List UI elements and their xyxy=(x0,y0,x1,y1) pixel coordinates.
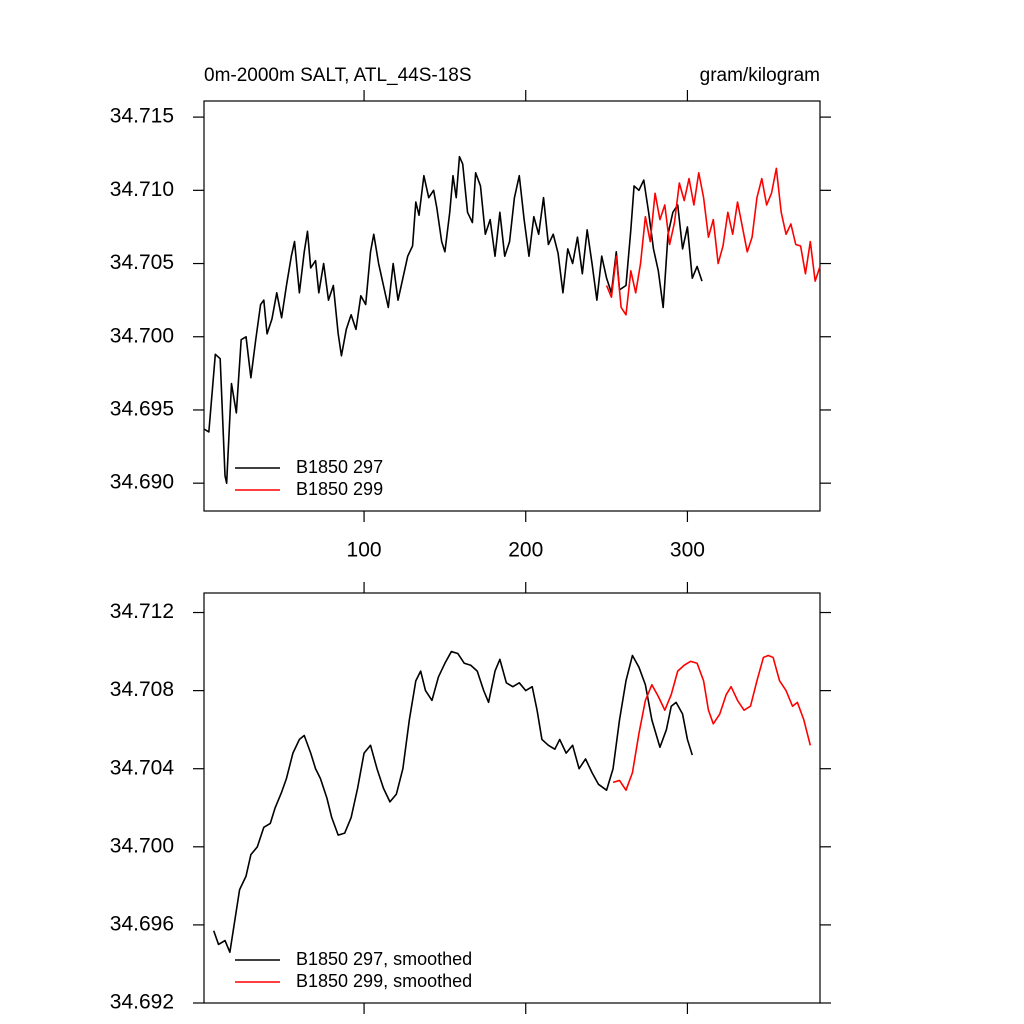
y-tick-label: 34.708 xyxy=(110,678,174,701)
y-tick-label: 34.710 xyxy=(110,178,174,201)
legend-label: B1850 297 xyxy=(296,457,383,477)
y-tick-label: 34.700 xyxy=(110,324,174,347)
x-tick-label: 100 xyxy=(347,539,382,562)
y-tick-label: 34.695 xyxy=(110,398,174,421)
y-tick-label: 34.690 xyxy=(110,471,174,494)
series-line xyxy=(212,650,694,954)
plot-frame xyxy=(203,592,821,1004)
units-label: gram/kilogram xyxy=(700,65,820,86)
series-line xyxy=(203,155,703,484)
series-line xyxy=(605,167,821,316)
y-tick-label: 34.712 xyxy=(110,600,174,623)
plot-frame xyxy=(203,100,821,512)
y-tick-label: 34.692 xyxy=(110,991,174,1014)
x-tick-label: 300 xyxy=(670,539,705,562)
y-tick-label: 34.705 xyxy=(110,251,174,274)
y-tick-label: 34.704 xyxy=(110,756,175,779)
legend-label: B1850 299 xyxy=(296,479,383,499)
legend-label: B1850 297, smoothed xyxy=(296,949,472,969)
series-line xyxy=(612,654,812,791)
legend-label: B1850 299, smoothed xyxy=(296,971,472,991)
x-tick-label: 200 xyxy=(508,539,543,562)
y-tick-label: 34.715 xyxy=(110,105,174,128)
chart-title: 0m-2000m SALT, ATL_44S-18S xyxy=(204,65,472,86)
y-tick-label: 34.700 xyxy=(110,834,174,857)
y-tick-label: 34.696 xyxy=(110,912,174,935)
